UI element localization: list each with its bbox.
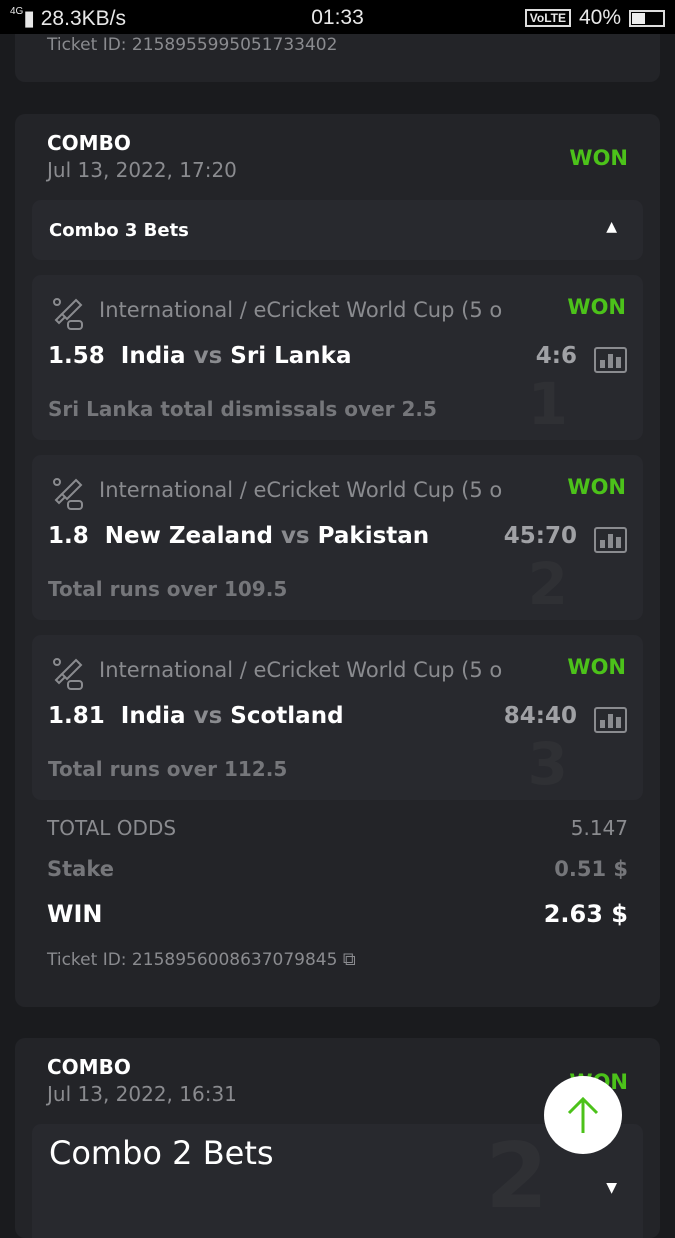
team-away: Pakistan	[317, 523, 430, 549]
bet-item: 1 International / eCricket World Cup (5 …	[32, 275, 643, 440]
network-indicator: 4G	[10, 6, 24, 17]
stats-icon[interactable]	[594, 347, 627, 373]
win-row: WIN 2.63 $	[47, 900, 628, 928]
match-line: 1.81 India vs Scotland	[48, 703, 344, 729]
status-bar: 4G▮ 28.3KB/s 01:33 VoLTE 40%	[0, 0, 675, 34]
bet-number-watermark: 3	[527, 730, 568, 798]
match-line: 1.8 New Zealand vs Pakistan	[48, 523, 429, 549]
volte-badge: VoLTE	[524, 9, 571, 27]
stake-label: Stake	[47, 857, 114, 881]
bet-date: Jul 13, 2022, 16:31	[47, 1082, 237, 1106]
vs-label: vs	[280, 523, 310, 549]
bet-status: WON	[567, 295, 626, 319]
ticket-id-text: Ticket ID: 2158956008637079845	[47, 950, 338, 970]
league-name: International / eCricket World Cup (5 o	[99, 298, 503, 322]
battery-percent: 40%	[578, 6, 621, 29]
bet-market: Sri Lanka total dismissals over 2.5	[48, 397, 437, 421]
vs-label: vs	[193, 343, 223, 369]
team-away: Sri Lanka	[230, 343, 352, 369]
bet-number-watermark: 2	[485, 1124, 548, 1229]
copy-icon[interactable]: ⧉	[342, 949, 356, 970]
league-name: International / eCricket World Cup (5 o	[99, 478, 503, 502]
team-away: Scotland	[230, 703, 344, 729]
bets-toggle-label: Combo 2 Bets	[49, 1134, 274, 1172]
chevron-up-icon: ▲	[606, 219, 617, 235]
bet-status: WON	[567, 475, 626, 499]
team-home: India	[120, 703, 186, 729]
bet-market: Total runs over 112.5	[48, 757, 288, 781]
bet-number-watermark: 2	[527, 550, 568, 618]
bet-type: COMBO	[47, 131, 131, 155]
chevron-down-icon: ▼	[606, 1180, 617, 1196]
bet-type: COMBO	[47, 1055, 131, 1079]
odds: 1.8	[48, 523, 89, 549]
total-odds-value: 5.147	[570, 816, 628, 840]
bets-toggle[interactable]: Combo 3 Bets ▲	[32, 200, 643, 260]
arrow-up-icon	[567, 1096, 599, 1133]
stats-icon[interactable]	[594, 527, 627, 553]
battery-icon	[629, 9, 665, 27]
odds: 1.58	[48, 343, 105, 369]
scroll-to-top-button[interactable]	[544, 1076, 622, 1154]
match-line: 1.58 India vs Sri Lanka	[48, 343, 351, 369]
score: 84:40	[503, 703, 577, 729]
status-badge: WON	[569, 146, 628, 170]
ecricket-icon	[53, 658, 83, 690]
ticket-id: Ticket ID: 2158955995051733402	[47, 35, 338, 55]
network-speed: 28.3KB/s	[40, 7, 126, 30]
bet-item: 3 International / eCricket World Cup (5 …	[32, 635, 643, 800]
bet-status: WON	[567, 655, 626, 679]
win-value: 2.63 $	[543, 900, 628, 928]
ecricket-icon	[53, 478, 83, 510]
stake-value: 0.51 $	[554, 857, 628, 881]
bet-number-watermark: 1	[527, 370, 568, 438]
signal-icon: ▮	[23, 7, 35, 30]
total-odds-label: TOTAL ODDS	[47, 816, 177, 840]
win-label: WIN	[47, 900, 103, 928]
clock: 01:33	[311, 6, 364, 29]
stats-icon[interactable]	[594, 707, 627, 733]
bet-market: Total runs over 109.5	[48, 577, 288, 601]
odds: 1.81	[48, 703, 105, 729]
team-home: India	[120, 343, 186, 369]
total-odds-row: TOTAL ODDS 5.147	[47, 816, 628, 840]
vs-label: vs	[193, 703, 223, 729]
bets-toggle[interactable]: 2 Combo 2 Bets ▼	[32, 1124, 643, 1238]
bets-toggle-label: Combo 3 Bets	[49, 220, 189, 241]
ecricket-icon	[53, 298, 83, 330]
stake-row: Stake 0.51 $	[47, 857, 628, 881]
combo-bet-card: COMBO Jul 13, 2022, 17:20 WON Combo 3 Be…	[15, 114, 660, 1007]
team-home: New Zealand	[104, 523, 273, 549]
score: 45:70	[503, 523, 577, 549]
bet-date: Jul 13, 2022, 17:20	[47, 158, 237, 182]
ticket-id: Ticket ID: 2158956008637079845 ⧉	[47, 949, 356, 970]
league-name: International / eCricket World Cup (5 o	[99, 658, 503, 682]
score: 4:6	[535, 343, 577, 369]
bet-item: 2 International / eCricket World Cup (5 …	[32, 455, 643, 620]
